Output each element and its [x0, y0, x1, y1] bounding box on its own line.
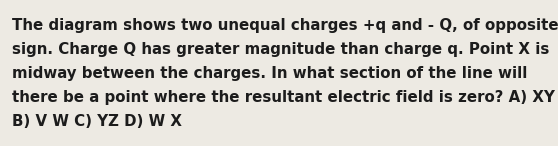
Text: The diagram shows two unequal charges +q and - Q, of opposite: The diagram shows two unequal charges +q… [12, 18, 558, 33]
Text: B) V W C) YZ D) W X: B) V W C) YZ D) W X [12, 114, 182, 129]
Text: midway between the charges. In what section of the line will: midway between the charges. In what sect… [12, 66, 527, 81]
Text: there be a point where the resultant electric field is zero? A) XY: there be a point where the resultant ele… [12, 90, 555, 105]
Text: sign. Charge Q has greater magnitude than charge q. Point X is: sign. Charge Q has greater magnitude tha… [12, 42, 550, 57]
